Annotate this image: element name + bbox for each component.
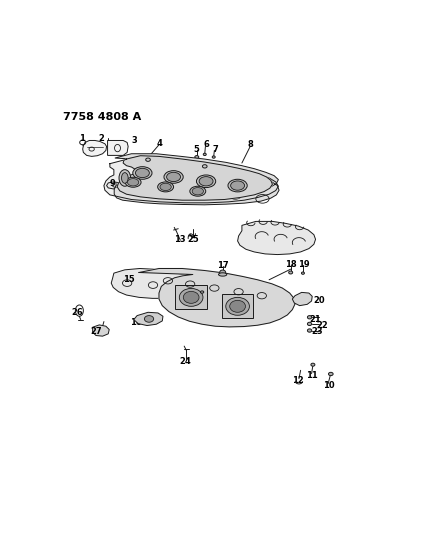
Text: 25: 25: [187, 235, 199, 244]
Polygon shape: [134, 312, 163, 326]
Text: 7758 4808 A: 7758 4808 A: [63, 111, 142, 122]
Ellipse shape: [220, 270, 226, 275]
Ellipse shape: [179, 288, 203, 306]
Polygon shape: [238, 221, 315, 255]
Ellipse shape: [195, 156, 199, 158]
Polygon shape: [92, 325, 109, 336]
Text: 20: 20: [313, 296, 325, 305]
Ellipse shape: [219, 273, 227, 276]
Text: 7: 7: [212, 144, 218, 154]
Polygon shape: [292, 293, 312, 305]
Ellipse shape: [146, 158, 150, 161]
Text: 21: 21: [310, 315, 321, 324]
Ellipse shape: [228, 179, 247, 192]
Ellipse shape: [128, 179, 139, 186]
Ellipse shape: [190, 186, 206, 196]
Polygon shape: [175, 285, 207, 309]
Polygon shape: [117, 156, 273, 200]
Ellipse shape: [164, 171, 183, 183]
Ellipse shape: [160, 183, 171, 191]
Ellipse shape: [196, 175, 216, 188]
Text: 11: 11: [306, 371, 318, 380]
Text: 18: 18: [285, 260, 297, 269]
Ellipse shape: [307, 329, 312, 332]
Text: 6: 6: [203, 140, 209, 149]
Polygon shape: [139, 269, 295, 327]
Ellipse shape: [203, 153, 206, 156]
Ellipse shape: [166, 172, 181, 182]
Polygon shape: [83, 141, 107, 156]
Text: 16: 16: [130, 318, 142, 327]
Text: 14: 14: [192, 293, 204, 302]
Polygon shape: [114, 154, 279, 205]
Polygon shape: [111, 269, 199, 298]
Ellipse shape: [135, 168, 149, 177]
Text: 23: 23: [312, 327, 323, 336]
Ellipse shape: [125, 177, 141, 187]
Polygon shape: [222, 294, 253, 318]
Ellipse shape: [183, 292, 199, 303]
Ellipse shape: [200, 291, 204, 293]
Ellipse shape: [192, 188, 203, 195]
Polygon shape: [107, 141, 128, 156]
Ellipse shape: [119, 169, 131, 186]
Text: 26: 26: [71, 309, 83, 318]
Text: 12: 12: [292, 376, 304, 385]
Text: 9: 9: [110, 179, 116, 188]
Ellipse shape: [307, 316, 312, 319]
Polygon shape: [107, 182, 124, 189]
Text: 5: 5: [193, 144, 199, 154]
Text: 2: 2: [99, 134, 104, 143]
Ellipse shape: [288, 271, 293, 274]
Text: 3: 3: [132, 136, 138, 145]
Ellipse shape: [230, 300, 246, 312]
Ellipse shape: [212, 156, 215, 158]
Text: 27: 27: [90, 327, 102, 336]
Ellipse shape: [133, 167, 152, 179]
Ellipse shape: [202, 165, 207, 168]
Ellipse shape: [144, 316, 154, 322]
Text: 1: 1: [79, 134, 85, 143]
Ellipse shape: [328, 373, 333, 376]
Polygon shape: [104, 158, 278, 203]
Ellipse shape: [122, 173, 128, 183]
Text: 10: 10: [323, 381, 335, 390]
Text: 19: 19: [298, 260, 310, 269]
Text: 24: 24: [180, 357, 191, 366]
Ellipse shape: [158, 182, 174, 192]
Text: 17: 17: [217, 261, 229, 270]
Ellipse shape: [301, 272, 304, 274]
Text: 22: 22: [316, 321, 328, 330]
Ellipse shape: [311, 363, 315, 366]
Text: 15: 15: [123, 275, 135, 284]
Text: 13: 13: [174, 235, 185, 244]
Ellipse shape: [231, 181, 244, 190]
Ellipse shape: [307, 322, 312, 326]
Text: 4: 4: [157, 139, 163, 148]
Text: 8: 8: [248, 140, 254, 149]
Ellipse shape: [226, 297, 250, 316]
Ellipse shape: [199, 176, 213, 186]
